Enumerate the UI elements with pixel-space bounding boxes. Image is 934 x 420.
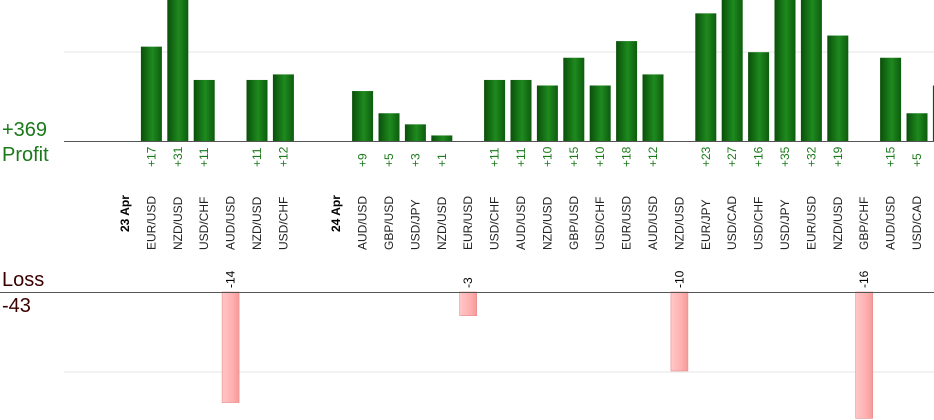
profit-bar xyxy=(431,135,453,141)
profit-value-label: +11 xyxy=(250,147,264,167)
profit-bar xyxy=(404,124,426,141)
profit-value-label: +5 xyxy=(910,153,924,167)
pair-label: GBP/CHF xyxy=(857,197,871,250)
profit-bar xyxy=(642,74,664,141)
profit-value-label: +19 xyxy=(831,146,845,167)
profit-value-label: +18 xyxy=(620,146,634,167)
profit-bar xyxy=(193,79,215,141)
profit-bar xyxy=(880,57,902,141)
profit-total: +369 xyxy=(2,119,48,141)
profit-label: Profit xyxy=(2,144,49,166)
profit-bar xyxy=(695,13,717,142)
profit-bar xyxy=(748,52,770,142)
profit-bar xyxy=(721,0,743,141)
profit-bar xyxy=(774,0,796,141)
pair-label: USD/CHF xyxy=(593,197,607,250)
profit-value-label: +16 xyxy=(752,146,766,167)
pair-label: AUD/USD xyxy=(884,196,898,250)
profit-bar xyxy=(246,79,268,141)
loss-value-label: -14 xyxy=(224,270,238,288)
profit-bar xyxy=(272,74,294,141)
profit-value-label: +12 xyxy=(646,146,660,167)
pair-label: EUR/USD xyxy=(620,196,634,250)
profit-bar xyxy=(510,79,532,141)
pair-label: USD/CHF xyxy=(752,197,766,250)
profit-value-label: +32 xyxy=(804,146,818,167)
loss-bar xyxy=(459,291,478,317)
profit-bar xyxy=(589,85,611,141)
profit-value-label: +3 xyxy=(408,153,422,167)
pair-label: GBP/USD xyxy=(382,196,396,250)
profit-value-label: +10 xyxy=(593,146,607,167)
profit-value-label: +23 xyxy=(699,146,713,167)
profit-bar xyxy=(616,41,638,141)
profit-bar xyxy=(932,85,934,141)
profit-value-label: +35 xyxy=(778,146,792,167)
loss-label: Loss xyxy=(2,269,45,291)
profit-value-label: +1 xyxy=(435,153,449,167)
pair-label: USD/CAD xyxy=(725,196,739,250)
profit-bar xyxy=(827,35,849,141)
pair-label: AUD/USD xyxy=(356,196,370,250)
pair-label: EUR/JPY xyxy=(699,199,713,250)
pair-label: NZD/USD xyxy=(540,196,554,250)
pair-label: AUD/USD xyxy=(514,196,528,250)
profit-value-label: +9 xyxy=(356,153,370,167)
profit-bar xyxy=(800,0,822,141)
loss-value-label: -10 xyxy=(672,270,686,288)
profit-value-label: +11 xyxy=(197,147,211,167)
profit-value-label: +12 xyxy=(276,146,290,167)
profit-bar xyxy=(536,85,558,141)
profit-bar xyxy=(906,113,928,141)
profit-value-label: +15 xyxy=(567,146,581,167)
profit-value-label: +27 xyxy=(725,146,739,167)
pair-label: NZD/USD xyxy=(831,196,845,250)
pair-label: AUD/USD xyxy=(224,196,238,250)
profit-value-label: +11 xyxy=(488,147,502,167)
pair-label: NZD/USD xyxy=(435,196,449,250)
profit-bar xyxy=(563,57,585,141)
profit-bar xyxy=(378,113,400,141)
pair-label: USD/JPY xyxy=(408,199,422,250)
loss-bar xyxy=(221,291,240,403)
bars xyxy=(140,0,934,419)
pair-label: USD/CHF xyxy=(488,197,502,250)
loss-bar xyxy=(670,291,689,372)
profit-bar xyxy=(140,46,162,141)
date-label: 24 Apr xyxy=(329,195,343,232)
pair-label: NZD/USD xyxy=(250,196,264,250)
pair-label: NZD/USD xyxy=(672,196,686,250)
pair-label: EUR/USD xyxy=(461,196,475,250)
profit-value-label: +17 xyxy=(144,146,158,167)
profit-bar xyxy=(484,79,506,141)
pair-label: USD/JPY xyxy=(778,199,792,250)
labels: 23 Apr EUR/USD +17 NZD/USD +31 USD/CHF +11 AUD/… xyxy=(118,146,924,288)
pair-label: EUR/USD xyxy=(804,196,818,250)
axes xyxy=(0,141,934,293)
loss-bar xyxy=(855,291,874,419)
loss-value-label: -3 xyxy=(461,277,475,288)
profit-value-label: +5 xyxy=(382,153,396,167)
pair-label: GBP/USD xyxy=(567,196,581,250)
pair-label: USD/CAD xyxy=(910,196,924,250)
profit-value-label: +11 xyxy=(514,147,528,167)
profit-value-label: +15 xyxy=(884,146,898,167)
profit-bar xyxy=(167,0,189,141)
profit-bar xyxy=(352,91,374,141)
pair-label: NZD/USD xyxy=(171,196,185,250)
pair-label: USD/CHF xyxy=(197,197,211,250)
pair-label: EUR/USD xyxy=(144,196,158,250)
profit-value-label: +10 xyxy=(540,146,554,167)
pair-label: USD/CHF xyxy=(276,197,290,250)
profit-value-label: +31 xyxy=(171,146,185,167)
pair-label: AUD/USD xyxy=(646,196,660,250)
loss-total: -43 xyxy=(2,295,31,317)
loss-value-label: -16 xyxy=(857,270,871,288)
date-label: 23 Apr xyxy=(118,195,132,232)
